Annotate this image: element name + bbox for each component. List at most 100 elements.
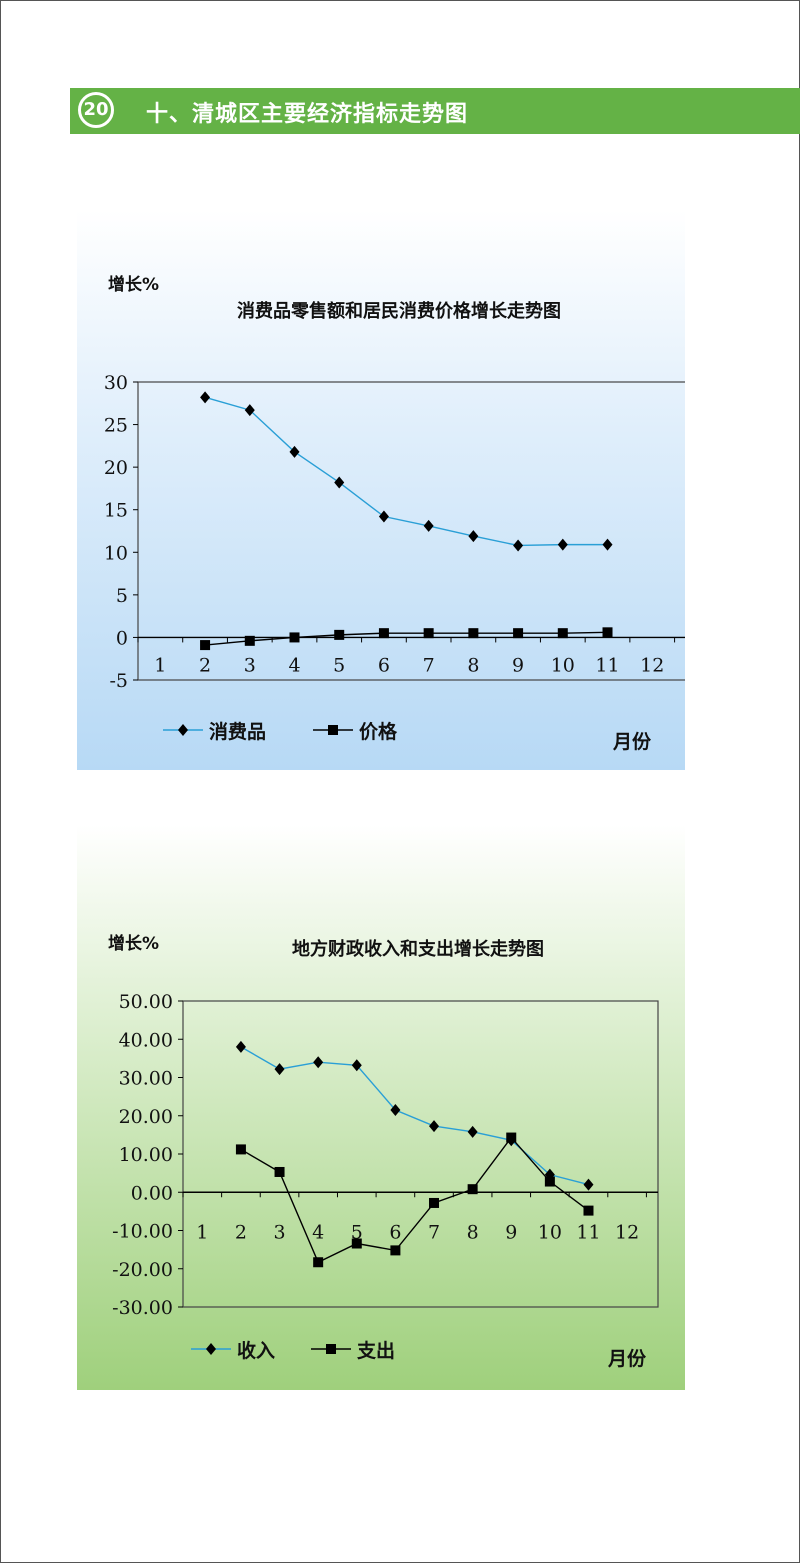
series-line-0 bbox=[204, 396, 608, 547]
y-axis-label: 增长% bbox=[108, 933, 159, 954]
x-tick-label: 2 bbox=[199, 654, 211, 676]
data-point-0 bbox=[313, 1056, 324, 1069]
data-point-1 bbox=[423, 628, 434, 639]
x-tick-label: 6 bbox=[389, 1221, 401, 1243]
data-point-0 bbox=[513, 539, 524, 552]
data-point-1 bbox=[289, 632, 300, 643]
legend-label: 消费品 bbox=[209, 720, 266, 743]
data-point-0 bbox=[200, 391, 211, 404]
legend-swatch-marker bbox=[326, 1344, 336, 1354]
data-point-0 bbox=[289, 445, 300, 458]
data-point-0 bbox=[390, 1104, 401, 1117]
data-point-0 bbox=[602, 538, 613, 551]
section-title: 十、清城区主要经济指标走势图 bbox=[146, 102, 469, 127]
y-tick-label: 0 bbox=[116, 627, 128, 649]
x-tick-label: 7 bbox=[428, 1221, 440, 1243]
data-point-0 bbox=[467, 1125, 478, 1138]
x-tick-label: 1 bbox=[196, 1221, 208, 1243]
y-tick-label: 40.00 bbox=[119, 1029, 173, 1051]
data-point-0 bbox=[429, 1120, 440, 1133]
data-point-0 bbox=[351, 1059, 362, 1072]
x-tick-label: 7 bbox=[423, 654, 435, 676]
y-tick-label: 10.00 bbox=[119, 1144, 173, 1166]
x-tick-label: 9 bbox=[512, 654, 524, 676]
x-tick-label: 5 bbox=[333, 654, 345, 676]
x-tick-label: 2 bbox=[235, 1221, 247, 1243]
x-tick-label: 4 bbox=[312, 1221, 324, 1243]
legend-label: 支出 bbox=[356, 1339, 395, 1362]
page-number-badge: 20 bbox=[78, 92, 114, 128]
y-tick-label: 30.00 bbox=[119, 1068, 173, 1090]
data-point-1 bbox=[334, 629, 345, 640]
data-point-1 bbox=[506, 1132, 517, 1143]
data-point-0 bbox=[274, 1063, 285, 1076]
y-tick-label: -20.00 bbox=[112, 1259, 173, 1281]
x-tick-label: 3 bbox=[244, 654, 256, 676]
y-tick-label: 20.00 bbox=[119, 1106, 173, 1128]
data-point-1 bbox=[468, 628, 479, 639]
data-point-1 bbox=[544, 1176, 555, 1187]
legend-label: 收入 bbox=[237, 1339, 275, 1362]
x-tick-label: 12 bbox=[640, 654, 664, 676]
data-point-1 bbox=[390, 1245, 401, 1256]
y-axis-label: 增长% bbox=[108, 274, 159, 295]
x-tick-label: 12 bbox=[615, 1221, 639, 1243]
y-tick-label: 30 bbox=[104, 372, 128, 394]
data-point-1 bbox=[235, 1144, 246, 1155]
data-point-0 bbox=[468, 530, 479, 543]
data-point-1 bbox=[513, 628, 524, 639]
chart-title: 地方财政收入和支出增长走势图 bbox=[292, 938, 544, 960]
y-tick-label: 10 bbox=[104, 542, 128, 564]
chart-finance: 增长% 地方财政收入和支出增长走势图50.0040.0030.0020.0010.… bbox=[108, 933, 659, 1370]
data-point-0 bbox=[378, 510, 389, 523]
chart-panel-retail-price: 增长% 消费品零售额和居民消费价格增长走势图 30 25 20 15 10 5 0 -5 1 2 3 4 5… bbox=[77, 210, 685, 770]
series-line-1 bbox=[240, 1136, 589, 1264]
x-axis-label: 月份 bbox=[607, 1347, 647, 1370]
y-tick-label: 5 bbox=[116, 585, 128, 607]
data-point-0 bbox=[244, 404, 255, 417]
data-point-1 bbox=[602, 627, 613, 638]
x-tick-label: 1 bbox=[154, 654, 166, 676]
plot-area-border bbox=[182, 1000, 659, 1308]
x-tick-label: 3 bbox=[273, 1221, 285, 1243]
legend-swatch-marker bbox=[178, 724, 188, 736]
x-tick-label: 4 bbox=[288, 654, 300, 676]
plot-area-border bbox=[137, 381, 685, 681]
legend-swatch-marker bbox=[206, 1343, 216, 1355]
x-tick-label: 8 bbox=[467, 654, 479, 676]
data-point-0 bbox=[583, 1178, 594, 1191]
data-point-0 bbox=[557, 538, 568, 551]
y-tick-label: 50.00 bbox=[119, 991, 173, 1013]
y-tick-label: -30.00 bbox=[112, 1297, 173, 1319]
y-tick-label: 0.00 bbox=[131, 1182, 173, 1204]
legend-label: 价格 bbox=[359, 720, 398, 743]
data-point-1 bbox=[429, 1197, 440, 1208]
y-tick-label: -10.00 bbox=[112, 1221, 173, 1243]
data-point-1 bbox=[351, 1238, 362, 1249]
data-point-1 bbox=[313, 1257, 324, 1268]
y-tick-label: 15 bbox=[104, 500, 128, 522]
data-point-0 bbox=[423, 519, 434, 532]
x-tick-label: 10 bbox=[538, 1221, 562, 1243]
x-tick-label: 10 bbox=[551, 654, 575, 676]
chart-panel-finance: 增长% 地方财政收入和支出增长走势图 50.00 40.00 30.00 20.00 10.… bbox=[77, 825, 685, 1390]
series-line-0 bbox=[240, 1046, 589, 1186]
x-tick-label: 8 bbox=[467, 1221, 479, 1243]
data-point-1 bbox=[583, 1205, 594, 1216]
y-tick-label: 20 bbox=[104, 457, 128, 479]
data-point-1 bbox=[557, 628, 568, 639]
x-axis-label: 月份 bbox=[612, 730, 652, 753]
data-point-0 bbox=[334, 476, 345, 489]
legend-swatch-marker bbox=[328, 725, 338, 735]
x-tick-label: 5 bbox=[351, 1221, 363, 1243]
x-tick-label: 11 bbox=[595, 654, 619, 676]
header-band bbox=[70, 88, 800, 134]
chart-title: 消费品零售额和居民消费价格增长走势图 bbox=[237, 300, 561, 322]
x-tick-label: 11 bbox=[576, 1221, 600, 1243]
data-point-1 bbox=[200, 640, 211, 651]
data-point-1 bbox=[378, 628, 389, 639]
x-tick-label: 9 bbox=[505, 1221, 517, 1243]
data-point-1 bbox=[467, 1184, 478, 1195]
data-point-1 bbox=[244, 635, 255, 646]
